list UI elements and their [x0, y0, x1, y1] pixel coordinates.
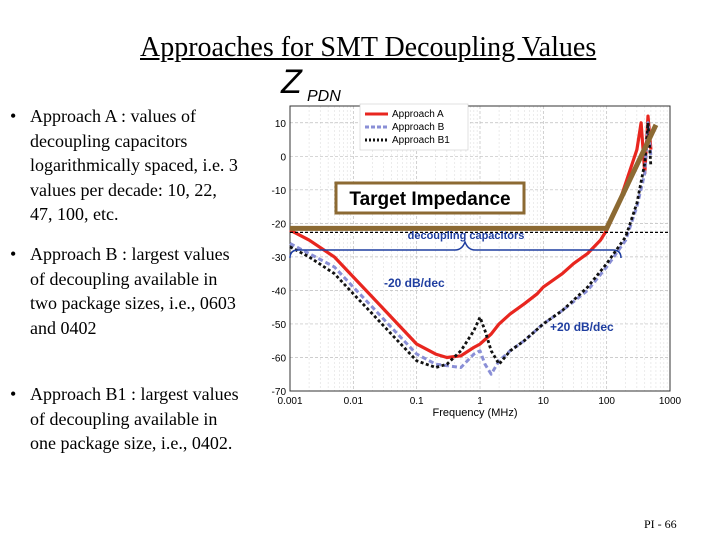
legend-label-b: Approach B — [392, 122, 445, 133]
bullet-text: Approach A : values of decoupling capaci… — [30, 106, 238, 224]
target-impedance-label: Target Impedance — [349, 189, 510, 210]
legend-label-b1: Approach B1 — [392, 135, 450, 146]
page-number: PI - 66 — [644, 517, 677, 531]
x-tick-label: 100 — [598, 396, 615, 407]
annotation-decoupling-capacitors: decoupling capacitors — [408, 230, 525, 242]
y-tick-label: -20 — [272, 219, 287, 230]
x-tick-label: 1 — [477, 396, 483, 407]
series-line-approach-b — [289, 121, 653, 376]
bullet-approach-b1: • Approach B1 : largest values of decoup… — [8, 382, 240, 456]
legend-label-a: Approach A — [392, 109, 444, 120]
chart-title-main: Z — [280, 63, 303, 101]
y-tick-label: -60 — [272, 353, 287, 364]
series-line-approach-a — [289, 114, 653, 360]
bullet-approach-a: • Approach A : values of decoupling capa… — [8, 104, 240, 227]
target-impedance-line — [290, 123, 659, 231]
annotation-layer: Target Impedance decoupling capacitors -20… — [289, 123, 670, 334]
bullet-approach-b: • Approach B : largest values of decoupl… — [8, 242, 240, 340]
bullet-text: Approach B : largest values of decouplin… — [30, 244, 236, 338]
x-tick-label: 0.001 — [277, 396, 302, 407]
x-tick-label: 0.1 — [410, 396, 424, 407]
plot-frame — [289, 105, 671, 392]
x-tick-label: 1000 — [659, 396, 682, 407]
legend: Approach A Approach B Approach B1 — [359, 103, 469, 151]
y-tick-label: -50 — [272, 320, 287, 331]
x-axis-label: Frequency (MHz) — [433, 407, 518, 419]
bullet-text: Approach B1 : largest values of decoupli… — [30, 384, 239, 453]
y-tick-label: -70 — [272, 387, 287, 398]
y-tick-label: -40 — [272, 286, 287, 297]
bullet-dot-icon: • — [10, 244, 17, 264]
bullet-dot-icon: • — [10, 384, 17, 404]
x-tick-label: 10 — [538, 396, 550, 407]
y-tick-label: 10 — [275, 119, 287, 130]
y-tick-label: 0 — [280, 152, 286, 163]
axis-tick-labels: 0.001 0.01 0.1 1 10 100 1000100-10-20-30-40-50… — [272, 119, 682, 407]
y-tick-label: -30 — [272, 253, 287, 264]
series-line-approach-b1 — [289, 121, 653, 369]
y-tick-label: -10 — [272, 186, 287, 197]
chart-title: Z PDN — [280, 63, 341, 105]
target-impedance-box — [334, 181, 526, 215]
series-layer — [289, 114, 653, 376]
annotation-minus-20-db-dec: -20 dB/dec — [384, 276, 445, 290]
annotation-plus-20-db-dec: +20 dB/dec — [550, 320, 614, 334]
decoupling-brace — [289, 239, 622, 259]
bullet-dot-icon: • — [10, 106, 17, 126]
chart-title-sub: PDN — [307, 88, 341, 105]
slide-title: Approaches for SMT Decoupling Values — [140, 32, 597, 63]
x-tick-label: 0.01 — [344, 396, 364, 407]
